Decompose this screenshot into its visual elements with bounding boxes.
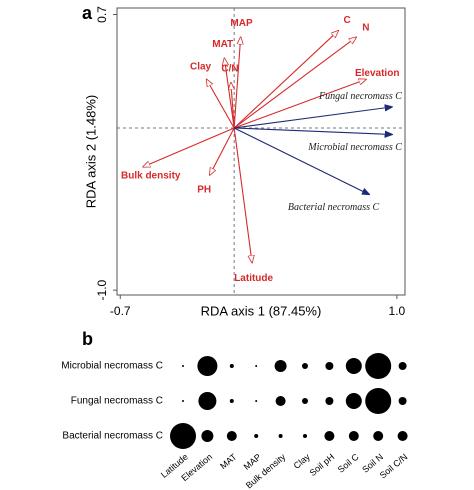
bubble bbox=[324, 431, 335, 441]
row-label: Microbial necromass C bbox=[61, 361, 163, 372]
vector-arrow bbox=[233, 37, 241, 129]
vector-arrow bbox=[233, 127, 369, 194]
vector-arrow bbox=[206, 79, 235, 129]
vector-label: PH bbox=[197, 184, 211, 195]
bubble bbox=[182, 365, 184, 367]
panel-label: a bbox=[82, 3, 93, 23]
bubble bbox=[345, 393, 362, 409]
y-tick-label: 0.7 bbox=[95, 6, 109, 23]
vector-label: C/N bbox=[221, 63, 238, 74]
bubble bbox=[325, 397, 334, 405]
bubble bbox=[197, 356, 218, 376]
bubble bbox=[302, 363, 308, 369]
vector-label: MAT bbox=[212, 39, 233, 50]
bubble bbox=[365, 388, 392, 414]
bubble bbox=[201, 430, 214, 442]
vector-label: Latitude bbox=[234, 273, 273, 284]
vector-arrow bbox=[233, 79, 366, 129]
vector-arrow bbox=[233, 37, 356, 129]
column-label: MAT bbox=[218, 451, 239, 471]
x-axis-label: RDA axis 1 (87.45%) bbox=[201, 303, 322, 318]
column-label: Soil pH bbox=[308, 452, 337, 478]
bubble bbox=[255, 400, 258, 402]
vector-label: Elevation bbox=[355, 68, 399, 79]
column-label: Soil C bbox=[336, 451, 361, 474]
vector-label: C bbox=[343, 15, 350, 26]
bubble bbox=[229, 399, 234, 403]
vector-label: Bacterial necromass C bbox=[288, 202, 380, 213]
bubble bbox=[373, 431, 384, 441]
vector-arrow bbox=[233, 127, 252, 263]
bubble bbox=[182, 400, 184, 402]
vector-label: Fungal necromass C bbox=[318, 91, 402, 102]
vector-arrow bbox=[234, 107, 392, 129]
row-label: Bacterial necromass C bbox=[62, 431, 163, 442]
bubble bbox=[274, 360, 287, 372]
bubble bbox=[302, 398, 308, 404]
vector-arrow bbox=[234, 127, 392, 134]
vector-arrow bbox=[233, 31, 338, 129]
bubble bbox=[397, 431, 408, 441]
bubble bbox=[170, 423, 196, 449]
vector-label: MAP bbox=[230, 18, 253, 29]
vector-label: N bbox=[362, 23, 369, 34]
bubble bbox=[198, 392, 217, 410]
vector-arrow bbox=[143, 127, 235, 167]
bubble bbox=[348, 431, 359, 441]
row-label: Fungal necromass C bbox=[71, 396, 163, 407]
x-tick-label: -0.7 bbox=[110, 304, 131, 318]
bubble bbox=[255, 365, 258, 367]
bubble bbox=[275, 396, 286, 406]
bubble bbox=[398, 362, 407, 370]
bubble bbox=[398, 397, 407, 405]
bubble bbox=[345, 358, 362, 374]
vector-arrow bbox=[210, 127, 235, 175]
vector-arrow bbox=[231, 83, 234, 129]
vector-arrow bbox=[224, 58, 235, 129]
vector-label: Microbial necromass C bbox=[307, 142, 402, 153]
plot-frame bbox=[116, 7, 406, 296]
y-axis-label: RDA axis 2 (1.48%) bbox=[83, 95, 98, 208]
panel-label: b bbox=[82, 329, 93, 349]
bubble bbox=[226, 431, 237, 441]
x-tick-label: 1.0 bbox=[389, 304, 406, 318]
bubble bbox=[278, 434, 283, 438]
bubble bbox=[325, 362, 334, 370]
bubble bbox=[303, 434, 307, 438]
column-label: Soil C/N bbox=[378, 452, 410, 481]
y-tick-label: -1.0 bbox=[95, 279, 109, 300]
bubble bbox=[229, 364, 234, 368]
bubble bbox=[254, 434, 259, 438]
bubble bbox=[365, 353, 392, 379]
vector-label: Clay bbox=[190, 62, 212, 73]
vector-label: Bulk density bbox=[121, 170, 181, 181]
